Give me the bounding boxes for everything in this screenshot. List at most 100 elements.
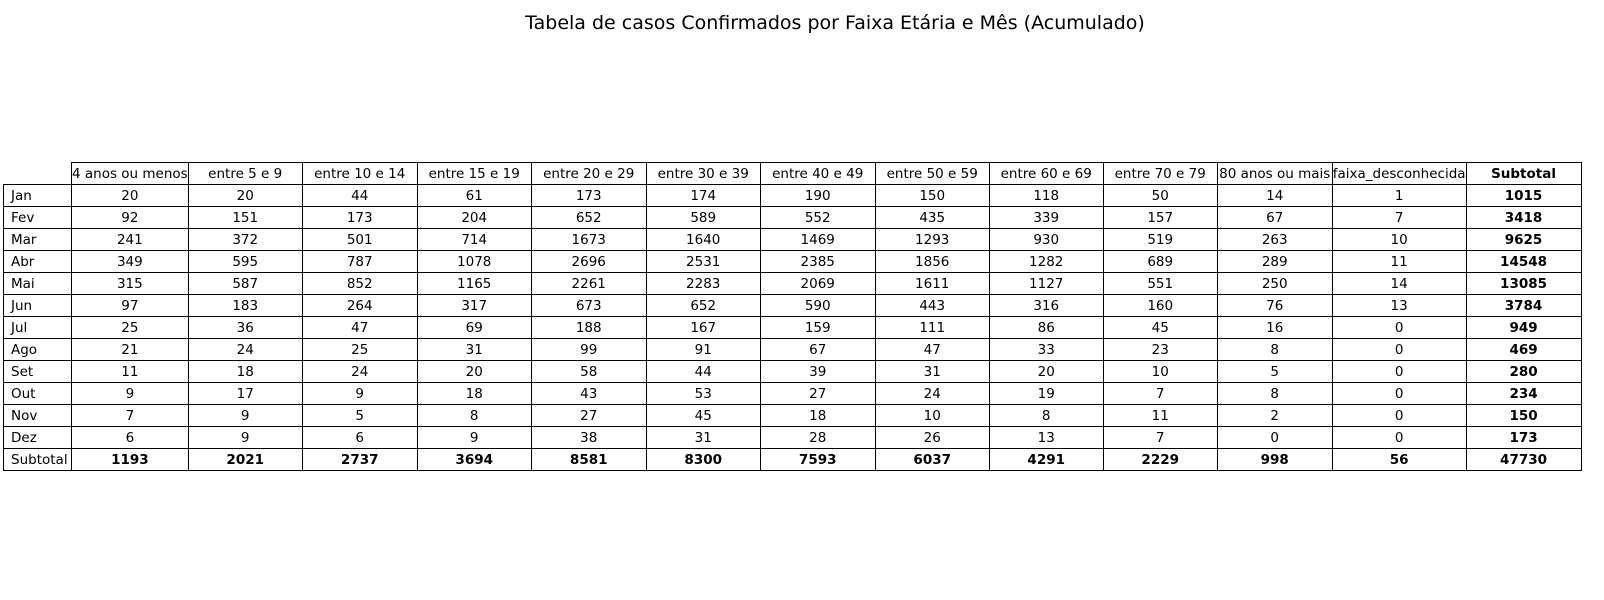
table-cell: 1640 — [645, 228, 761, 251]
table-cell: 26 — [874, 426, 990, 449]
table-cell: 652 — [645, 294, 761, 317]
table-cell: 39 — [759, 360, 876, 383]
column-header: Subtotal — [1465, 162, 1582, 185]
table-cell: 0 — [1331, 382, 1467, 405]
table-cell: 551 — [1102, 272, 1218, 295]
table-cell: 3418 — [1465, 206, 1582, 229]
table-cell: 38 — [530, 426, 647, 449]
table-cell: 150 — [1465, 404, 1582, 427]
table-cell: 372 — [187, 228, 303, 251]
table-cell: 43 — [530, 382, 647, 405]
table-cell: 183 — [187, 294, 303, 317]
column-header: entre 30 e 39 — [645, 162, 761, 185]
table-cell: 25 — [71, 316, 189, 339]
table-cell: 1165 — [416, 272, 532, 295]
table-cell: 16 — [1216, 316, 1333, 339]
table-cell: 8 — [988, 404, 1104, 427]
table-cell: 250 — [1216, 272, 1333, 295]
table-cell: 31 — [416, 338, 532, 361]
table-cell: 33 — [988, 338, 1104, 361]
table-cell: 99 — [530, 338, 647, 361]
table-cell: 61 — [416, 184, 532, 207]
table-cell: 9625 — [1465, 228, 1582, 251]
table-cell: 159 — [759, 316, 876, 339]
table-cell: 435 — [874, 206, 990, 229]
table-cell: 2531 — [645, 250, 761, 273]
table-row: Mar 241 372 501 714 1673 1640 1469 1293 930 519 263… — [3, 228, 1582, 251]
table-cell: 91 — [645, 338, 761, 361]
row-label: Jan — [3, 184, 72, 207]
row-label: Mai — [3, 272, 72, 295]
table-cell: 174 — [645, 184, 761, 207]
table-cell: 1611 — [874, 272, 990, 295]
row-label: Out — [3, 382, 72, 405]
table-cell: 552 — [759, 206, 876, 229]
table-cell: 349 — [71, 250, 189, 273]
column-header: entre 15 e 19 — [416, 162, 532, 185]
table-cell: 86 — [988, 316, 1104, 339]
table-cell: 2283 — [645, 272, 761, 295]
table-body: Jan 20 20 44 61 173 174 190 150 118 50 14 1 1015 Fev 92… — [3, 184, 1582, 471]
table-cell: 930 — [988, 228, 1104, 251]
table-cell: 11 — [71, 360, 189, 383]
table-cell: 9 — [187, 404, 303, 427]
table-cell: 595 — [187, 250, 303, 273]
table-cell: 7 — [1102, 382, 1218, 405]
table-cell: 587 — [187, 272, 303, 295]
table-cell: 8 — [416, 404, 532, 427]
table-cell: 69 — [416, 316, 532, 339]
table-cell: 6037 — [874, 448, 990, 471]
table-cell: 9 — [71, 382, 189, 405]
table-cell: 0 — [1331, 338, 1467, 361]
table-cell: 3694 — [416, 448, 532, 471]
table-cell: 673 — [530, 294, 647, 317]
table-cell: 1193 — [71, 448, 189, 471]
table-cell: 8300 — [645, 448, 761, 471]
table-cell: 2021 — [187, 448, 303, 471]
table-row: Dez 6 9 6 9 38 31 28 26 13 7 0 0 173 — [3, 426, 1582, 449]
row-label: Set — [3, 360, 72, 383]
table-cell: 2696 — [530, 250, 647, 273]
header-row: 4 anos ou menos entre 5 e 9 entre 10 e 14 e… — [4, 162, 1582, 185]
table-cell: 1856 — [874, 250, 990, 273]
table-cell: 23 — [1102, 338, 1218, 361]
table-row: Jul 25 36 47 69 188 167 159 111 86 45 16 0 949 — [3, 316, 1582, 339]
table-cell: 44 — [301, 184, 418, 207]
table-cell: 589 — [645, 206, 761, 229]
table-cell: 56 — [1331, 448, 1467, 471]
table-cell: 67 — [759, 338, 876, 361]
table-cell: 10 — [874, 404, 990, 427]
table-cell: 8 — [1216, 338, 1333, 361]
table-cell: 9 — [416, 426, 532, 449]
table-cell: 13 — [988, 426, 1104, 449]
table-cell: 714 — [416, 228, 532, 251]
table-cell: 1293 — [874, 228, 990, 251]
table-cell: 36 — [187, 316, 303, 339]
table-cell: 24 — [187, 338, 303, 361]
table-cell: 0 — [1331, 426, 1467, 449]
table-cell: 1127 — [988, 272, 1104, 295]
row-label: Jun — [3, 294, 72, 317]
table-cell: 501 — [301, 228, 418, 251]
table-cell: 263 — [1216, 228, 1333, 251]
table-cell: 58 — [530, 360, 647, 383]
table-cell: 5 — [1216, 360, 1333, 383]
row-label: Nov — [3, 404, 72, 427]
table-cell: 19 — [988, 382, 1104, 405]
column-header: entre 70 e 79 — [1102, 162, 1218, 185]
column-header: entre 5 e 9 — [187, 162, 303, 185]
row-label: Jul — [3, 316, 72, 339]
table-cell: 2261 — [530, 272, 647, 295]
row-label: Mar — [3, 228, 72, 251]
table-cell: 8581 — [530, 448, 647, 471]
table-cell: 20 — [187, 184, 303, 207]
table-cell: 45 — [645, 404, 761, 427]
table-cell: 45 — [1102, 316, 1218, 339]
table-cell: 10 — [1331, 228, 1467, 251]
table-cell: 652 — [530, 206, 647, 229]
table-cell: 97 — [71, 294, 189, 317]
table-cell: 315 — [71, 272, 189, 295]
table-cell: 118 — [988, 184, 1104, 207]
table-cell: 111 — [874, 316, 990, 339]
row-label: Subtotal — [3, 448, 72, 471]
